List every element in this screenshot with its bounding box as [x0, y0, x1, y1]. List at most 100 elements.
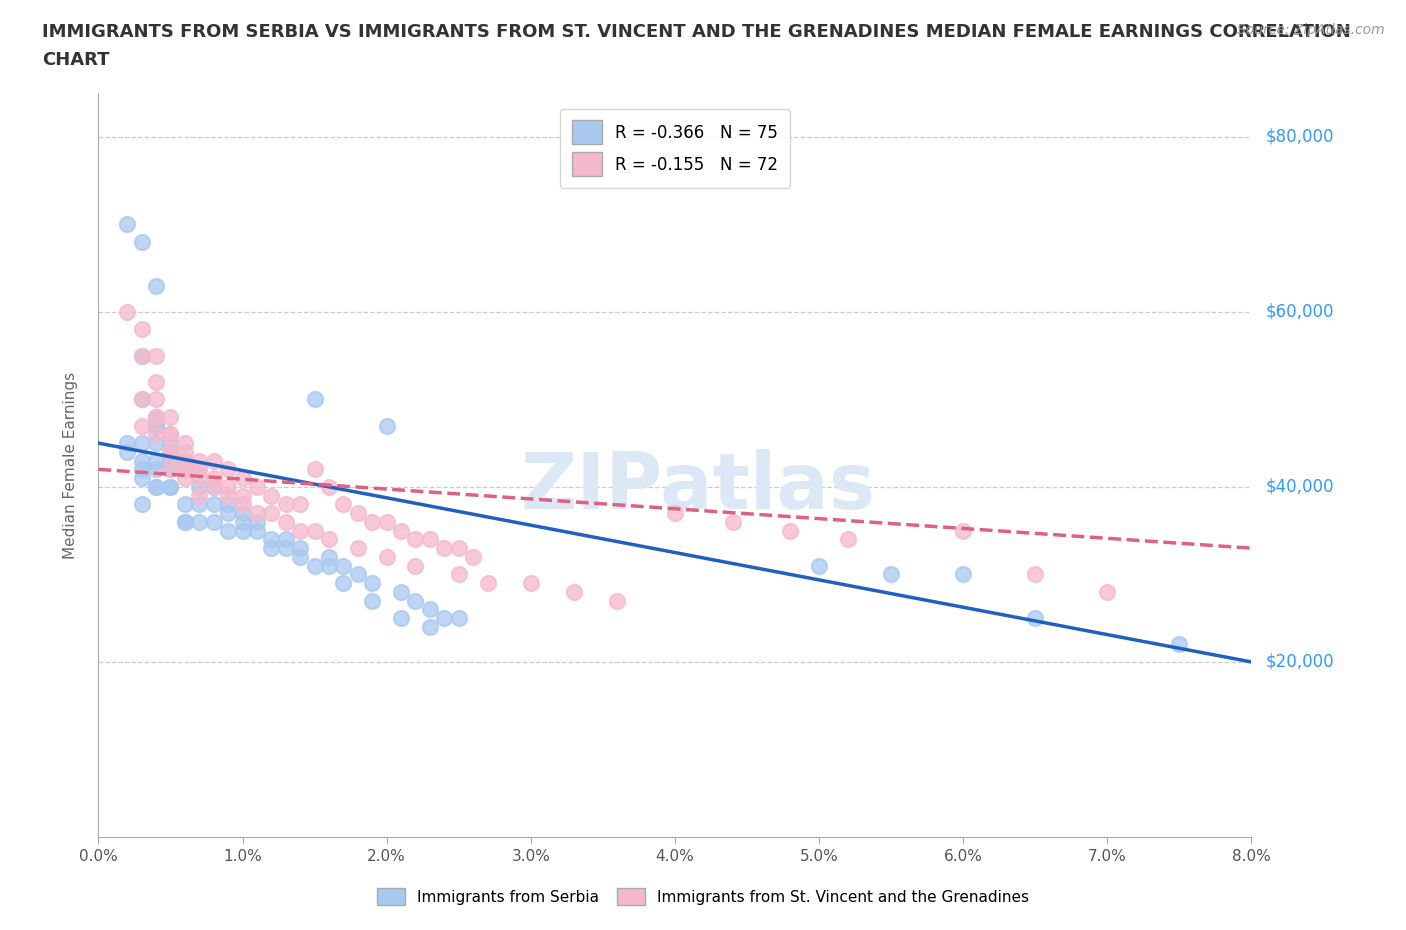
Point	[246, 524, 269, 538]
Point	[318, 532, 340, 547]
Point	[952, 524, 974, 538]
Point	[419, 602, 441, 617]
Point	[304, 558, 326, 573]
Point	[318, 558, 340, 573]
Point	[159, 427, 181, 442]
Point	[419, 619, 441, 634]
Point	[131, 462, 153, 477]
Point	[808, 558, 831, 573]
Point	[188, 471, 211, 485]
Point	[145, 409, 167, 424]
Point	[145, 427, 167, 442]
Text: $60,000: $60,000	[1265, 303, 1334, 321]
Point	[188, 462, 211, 477]
Point	[145, 418, 167, 433]
Point	[188, 514, 211, 529]
Point	[145, 392, 167, 406]
Point	[332, 576, 354, 591]
Point	[361, 593, 384, 608]
Point	[664, 506, 686, 521]
Point	[332, 497, 354, 512]
Point	[779, 524, 801, 538]
Point	[131, 392, 153, 406]
Point	[304, 392, 326, 406]
Point	[174, 453, 197, 468]
Point	[174, 514, 197, 529]
Legend: R = -0.366   N = 75, R = -0.155   N = 72: R = -0.366 N = 75, R = -0.155 N = 72	[560, 109, 790, 188]
Point	[217, 462, 239, 477]
Point	[405, 593, 427, 608]
Point	[1168, 637, 1191, 652]
Point	[361, 514, 384, 529]
Point	[260, 532, 283, 547]
Point	[304, 524, 326, 538]
Point	[159, 409, 181, 424]
Point	[375, 550, 398, 565]
Point	[217, 524, 239, 538]
Point	[145, 348, 167, 363]
Point	[246, 514, 269, 529]
Point	[447, 611, 470, 626]
Point	[389, 584, 412, 599]
Point	[174, 462, 197, 477]
Point	[174, 435, 197, 450]
Point	[174, 497, 197, 512]
Point	[290, 550, 312, 565]
Point	[145, 409, 167, 424]
Point	[159, 480, 181, 495]
Point	[174, 445, 197, 459]
Point	[952, 567, 974, 582]
Point	[361, 576, 384, 591]
Point	[405, 532, 427, 547]
Point	[174, 471, 197, 485]
Point	[346, 506, 368, 521]
Point	[260, 488, 283, 503]
Point	[202, 453, 225, 468]
Point	[202, 514, 225, 529]
Text: Source: ZipAtlas.com: Source: ZipAtlas.com	[1237, 23, 1385, 37]
Point	[260, 506, 283, 521]
Point	[159, 453, 181, 468]
Point	[131, 471, 153, 485]
Point	[145, 435, 167, 450]
Point	[1024, 567, 1046, 582]
Point	[231, 497, 254, 512]
Point	[520, 576, 543, 591]
Point	[274, 540, 297, 555]
Point	[260, 540, 283, 555]
Point	[217, 497, 239, 512]
Point	[188, 462, 211, 477]
Text: IMMIGRANTS FROM SERBIA VS IMMIGRANTS FROM ST. VINCENT AND THE GRENADINES MEDIAN : IMMIGRANTS FROM SERBIA VS IMMIGRANTS FRO…	[42, 23, 1351, 41]
Point	[880, 567, 903, 582]
Point	[131, 348, 153, 363]
Point	[246, 506, 269, 521]
Point	[159, 462, 181, 477]
Point	[202, 480, 225, 495]
Point	[159, 462, 181, 477]
Point	[159, 480, 181, 495]
Point	[231, 488, 254, 503]
Point	[375, 418, 398, 433]
Point	[231, 471, 254, 485]
Point	[202, 471, 225, 485]
Point	[274, 497, 297, 512]
Point	[159, 435, 181, 450]
Point	[145, 480, 167, 495]
Point	[837, 532, 859, 547]
Point	[419, 532, 441, 547]
Point	[145, 418, 167, 433]
Point	[145, 409, 167, 424]
Point	[131, 453, 153, 468]
Point	[274, 532, 297, 547]
Point	[217, 506, 239, 521]
Point	[332, 558, 354, 573]
Point	[174, 453, 197, 468]
Point	[346, 567, 368, 582]
Point	[131, 418, 153, 433]
Text: $40,000: $40,000	[1265, 478, 1334, 496]
Point	[117, 445, 139, 459]
Point	[447, 567, 470, 582]
Point	[477, 576, 499, 591]
Point	[304, 462, 326, 477]
Point	[131, 348, 153, 363]
